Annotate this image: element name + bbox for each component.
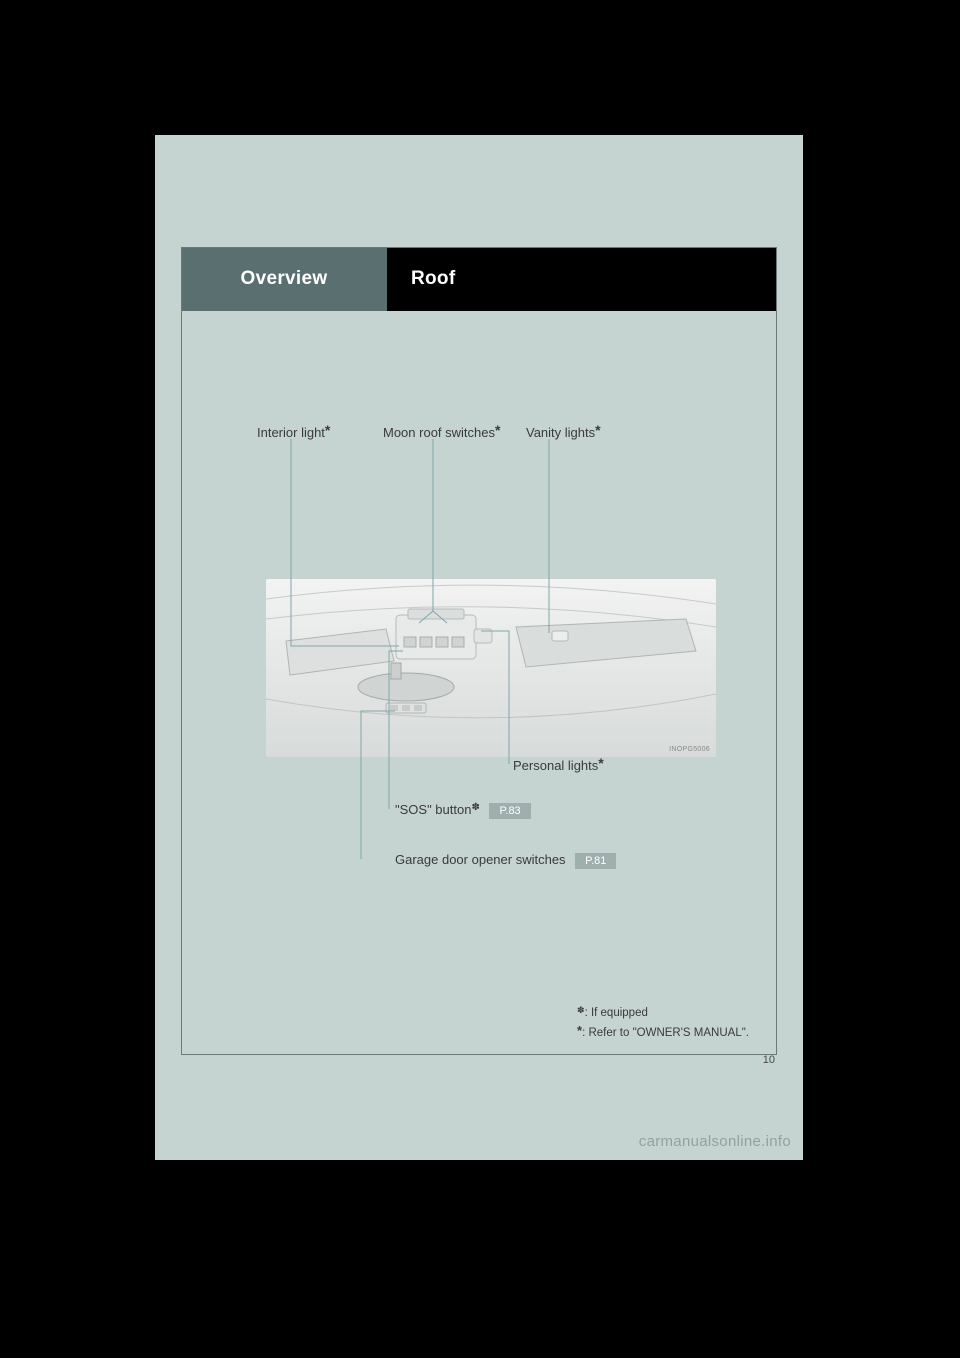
- label-interior-light-text: Interior light: [257, 425, 325, 440]
- footnotes: ✽: If equipped *: Refer to "OWNER'S MANU…: [577, 1004, 749, 1043]
- footnote-if-equipped: ✽: If equipped: [577, 1004, 749, 1022]
- label-personal-lights: Personal lights*: [513, 757, 604, 773]
- label-garage-door-text: Garage door opener switches: [395, 852, 566, 867]
- asterisk-icon: *: [595, 422, 600, 438]
- asterisk-icon: *: [577, 1023, 582, 1038]
- label-vanity-lights: Vanity lights*: [526, 424, 601, 440]
- roof-illustration: INOPG5006: [266, 579, 716, 757]
- page-number: 10: [763, 1054, 775, 1066]
- asterisk-icon: *: [325, 422, 330, 438]
- asterisk-icon: *: [598, 755, 603, 771]
- label-vanity-lights-text: Vanity lights: [526, 425, 595, 440]
- label-garage-door: Garage door opener switches P.81: [395, 852, 616, 869]
- page-ref-sos: P.83: [489, 803, 530, 819]
- label-interior-light: Interior light*: [257, 424, 330, 440]
- label-sos-button-text: "SOS" button: [395, 802, 471, 817]
- diagram-area: Interior light* Moon roof switches* Vani…: [181, 311, 777, 1055]
- roof-illustration-svg: [266, 579, 716, 757]
- page-ref-garage: P.81: [575, 853, 616, 869]
- label-moon-roof-text: Moon roof switches: [383, 425, 495, 440]
- watermark: carmanualsonline.info: [639, 1133, 791, 1150]
- label-moon-roof: Moon roof switches*: [383, 424, 500, 440]
- diamond-icon: ✽: [577, 1005, 585, 1015]
- footnote-refer-manual: *: Refer to "OWNER'S MANUAL".: [577, 1022, 749, 1043]
- illustration-code: INOPG5006: [669, 746, 710, 753]
- label-sos-button: "SOS" button✽ P.83: [395, 802, 531, 819]
- diamond-icon: ✽: [471, 802, 479, 813]
- label-personal-lights-text: Personal lights: [513, 758, 598, 773]
- manual-page: Overview Roof Interior light* Moon roof …: [155, 135, 803, 1160]
- asterisk-icon: *: [495, 422, 500, 438]
